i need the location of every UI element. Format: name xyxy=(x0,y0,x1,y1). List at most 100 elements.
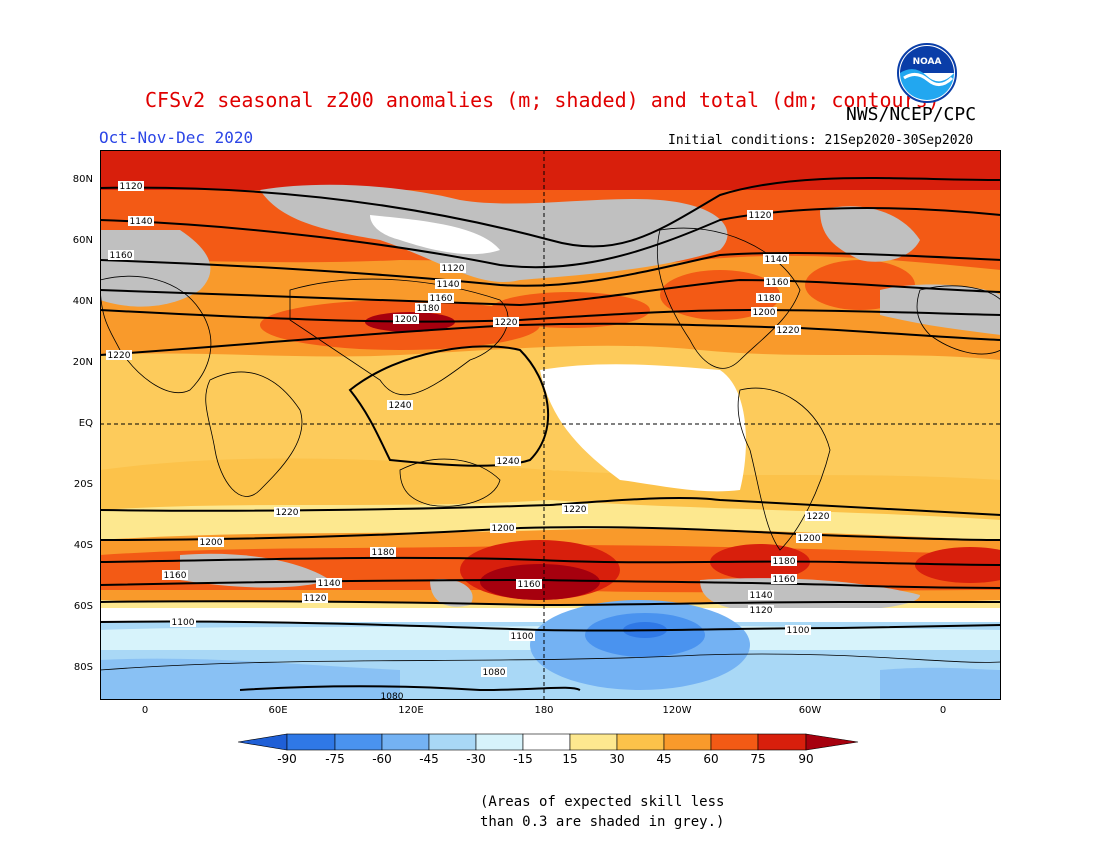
svg-text:1180: 1180 xyxy=(773,557,796,567)
contour-label-1100-c: 1100 xyxy=(785,625,811,636)
svg-text:1200: 1200 xyxy=(200,538,223,548)
contour-label-group: 1120 1140 1160 1120 1140 1160 1180 1200 … xyxy=(106,181,831,700)
lat-label-60s: 60S xyxy=(73,601,93,612)
svg-text:1100: 1100 xyxy=(511,632,534,642)
anomaly-shading-antarctic-west xyxy=(100,658,400,700)
contour-label-1200-b: 1200 xyxy=(751,307,777,318)
svg-text:1160: 1160 xyxy=(773,575,796,585)
lat-label-80n: 80N xyxy=(72,174,93,185)
svg-text:1180: 1180 xyxy=(372,548,395,558)
noaa-logo-text: NOAA xyxy=(913,57,942,67)
svg-text:1220: 1220 xyxy=(495,318,518,328)
low-skill-grey-europe-east xyxy=(880,284,1001,335)
contour-label-1100-a: 1100 xyxy=(170,617,196,628)
lon-label-60e: 60E xyxy=(268,705,288,716)
contour-label-1200-a: 1200 xyxy=(393,314,419,325)
svg-text:1080: 1080 xyxy=(381,692,404,700)
contour-label-1180-d: 1180 xyxy=(771,556,797,567)
near-zero-tropical-pacific xyxy=(540,364,746,492)
contour-label-1080-a: 1080 xyxy=(481,667,507,678)
colorbar-tick-label: 60 xyxy=(703,752,719,766)
lat-label-40n: 40N xyxy=(72,296,93,307)
svg-text:1220: 1220 xyxy=(777,326,800,336)
map-title: CFSv2 seasonal z200 anomalies (m; shaded… xyxy=(145,88,940,112)
initial-conditions-label: Initial conditions: 21Sep2020-30Sep2020 xyxy=(668,133,974,148)
svg-text:1100: 1100 xyxy=(172,618,195,628)
contour-label-1140-d: 1140 xyxy=(316,578,342,589)
svg-text:1140: 1140 xyxy=(750,591,773,601)
contour-label-1120-c: 1120 xyxy=(747,210,773,221)
colorbar-tick-label: -30 xyxy=(466,752,486,766)
svg-text:1140: 1140 xyxy=(318,579,341,589)
colorbar-tick-label: -60 xyxy=(372,752,392,766)
low-skill-grey-europe xyxy=(100,230,211,307)
contour-label-1180-b: 1180 xyxy=(756,293,782,304)
svg-text:1120: 1120 xyxy=(749,211,772,221)
contour-label-1160-b: 1160 xyxy=(428,293,454,304)
colorbar xyxy=(238,733,859,751)
colorbar-tick-label: -90 xyxy=(277,752,297,766)
svg-text:1120: 1120 xyxy=(442,264,465,274)
near-zero-siberia xyxy=(370,215,500,255)
contour-label-1160-a: 1160 xyxy=(108,250,134,261)
svg-text:1120: 1120 xyxy=(120,182,143,192)
near-zero-southern-ocean xyxy=(100,608,1001,622)
lon-label-0: 0 xyxy=(141,705,149,716)
colorbar-tick-label: 75 xyxy=(750,752,766,766)
colorbar-bin xyxy=(569,733,618,751)
continent-outlines xyxy=(100,227,1001,671)
svg-text:1220: 1220 xyxy=(807,512,830,522)
colorbar-bin xyxy=(663,733,712,751)
colorbar-tick-label: -75 xyxy=(325,752,345,766)
colorbar-bin xyxy=(334,733,383,751)
lat-label-eq: EQ xyxy=(78,418,93,429)
footnote-line-2: than 0.3 are shaded in grey.) xyxy=(480,814,725,830)
low-skill-grey-atlantic xyxy=(820,206,920,262)
low-skill-grey-south-atlantic xyxy=(180,553,330,588)
contour-label-1220-a: 1220 xyxy=(493,317,519,328)
lat-label-20s: 20S xyxy=(73,479,93,490)
lon-label-120w: 120W xyxy=(662,705,692,716)
colorbar-bin xyxy=(710,733,759,751)
lon-label-180: 180 xyxy=(534,705,554,716)
contour-label-1220-f: 1220 xyxy=(805,511,831,522)
colorbar-tick-label: -45 xyxy=(419,752,439,766)
contour-label-1080-b: 1080 xyxy=(381,692,404,700)
noaa-logo-icon: NOAA xyxy=(897,43,957,103)
contour-label-1160-c: 1160 xyxy=(764,277,790,288)
contour-label-1220-d: 1220 xyxy=(274,507,300,518)
contour-label-1140-e: 1140 xyxy=(748,590,774,601)
anomaly-shading-arctic-max xyxy=(100,150,1001,190)
contour-label-1120-b: 1120 xyxy=(440,263,466,274)
contour-label-1200-e: 1200 xyxy=(796,533,822,544)
svg-text:1200: 1200 xyxy=(395,315,418,325)
footnote: (Areas of expected skill less than 0.3 a… xyxy=(480,792,724,832)
colorbar-tick-label: 30 xyxy=(609,752,625,766)
contour-label-1160-d: 1160 xyxy=(162,570,188,581)
contour-label-1140-b: 1140 xyxy=(435,279,461,290)
svg-text:1240: 1240 xyxy=(389,401,412,411)
svg-text:1220: 1220 xyxy=(564,505,587,515)
organization-label: NWS/NCEP/CPC xyxy=(846,104,977,125)
contour-label-1140-c: 1140 xyxy=(763,254,789,265)
contour-label-1160-e: 1160 xyxy=(516,579,542,590)
svg-text:1200: 1200 xyxy=(492,524,515,534)
colorbar-tick-label: 15 xyxy=(562,752,578,766)
contour-label-1220-e: 1220 xyxy=(562,504,588,515)
svg-text:1160: 1160 xyxy=(430,294,453,304)
colorbar-tick-label: -15 xyxy=(513,752,533,766)
low-skill-grey-south-indian xyxy=(430,579,473,607)
svg-text:1160: 1160 xyxy=(766,278,789,288)
anomaly-max-north-america xyxy=(660,270,780,320)
anomaly-shading-antarctic-east xyxy=(880,667,1001,700)
contour-label-1200-d: 1200 xyxy=(490,523,516,534)
svg-text:1140: 1140 xyxy=(437,280,460,290)
svg-text:1200: 1200 xyxy=(753,308,776,318)
contour-label-1240-a: 1240 xyxy=(387,400,413,411)
lon-label-120e: 120E xyxy=(398,705,424,716)
contour-label-1180-a: 1180 xyxy=(415,303,441,314)
svg-text:1140: 1140 xyxy=(130,217,153,227)
contour-label-1160-f: 1160 xyxy=(771,574,797,585)
lat-label-20n: 20N xyxy=(72,357,93,368)
svg-text:1240: 1240 xyxy=(497,457,520,467)
